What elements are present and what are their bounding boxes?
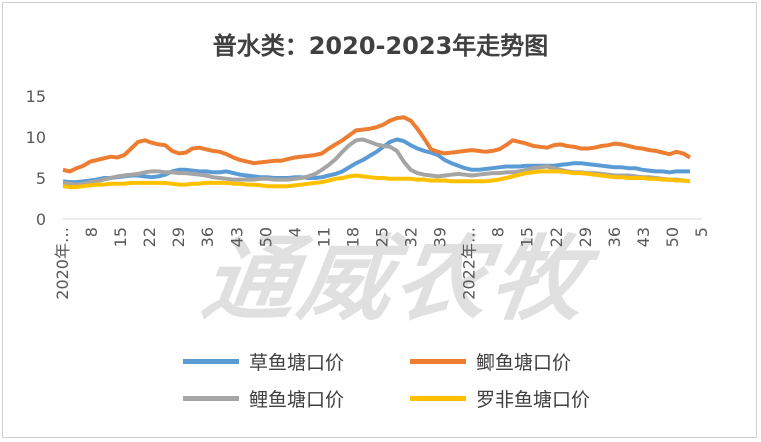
- x-tick-label: 8: [489, 227, 508, 237]
- x-tick-label: 43: [227, 227, 246, 247]
- series-line-罗非鱼塘口价: [62, 169, 691, 189]
- x-tick-label: 50: [256, 227, 275, 247]
- x-tick-label: 18: [343, 227, 362, 247]
- legend-swatch: [410, 396, 466, 401]
- x-tick-label: 11: [314, 227, 333, 247]
- x-tick-label: 15: [518, 227, 537, 247]
- x-tick-label: 4: [285, 227, 304, 237]
- x-tick-label: 2022年…: [460, 227, 479, 300]
- x-tick-label: 32: [402, 227, 421, 247]
- x-tick-label: 43: [634, 227, 653, 247]
- chart-title: 普水类：2020-2023年走势图: [212, 32, 549, 60]
- legend-label: 罗非鱼塘口价: [476, 389, 591, 411]
- y-tick-label: 0: [36, 210, 46, 229]
- legend-label: 鲤鱼塘口价: [249, 389, 345, 411]
- legend-label: 鲫鱼塘口价: [476, 352, 572, 374]
- x-tick-label: 15: [111, 227, 130, 247]
- y-tick-label: 5: [36, 169, 46, 188]
- legend-item-tilapia: 罗非鱼塘口价: [410, 385, 590, 412]
- x-tick-label: 39: [431, 227, 450, 247]
- x-tick-label: 29: [576, 227, 595, 247]
- x-tick-label: 8: [82, 227, 101, 237]
- legend-item-crucian-carp: 鲫鱼塘口价: [410, 348, 571, 375]
- chart-frame: [2, 2, 757, 438]
- legend-item-common-carp: 鲤鱼塘口价: [183, 385, 344, 412]
- x-tick-label: 22: [547, 227, 566, 247]
- x-tick-label: 5: [692, 227, 711, 237]
- legend-label: 草鱼塘口价: [249, 352, 345, 374]
- x-tick-label: 36: [605, 227, 624, 247]
- x-tick-label: 2020年…: [53, 227, 72, 300]
- y-tick-label: 10: [26, 128, 46, 147]
- x-tick-label: 22: [140, 227, 159, 247]
- legend-swatch: [183, 359, 239, 364]
- x-tick-label: 29: [169, 227, 188, 247]
- legend-item-grass-carp: 草鱼塘口价: [183, 348, 344, 375]
- x-tick-label: 36: [198, 227, 217, 247]
- series-line-鲫鱼塘口价: [62, 115, 692, 174]
- x-tick-label: 50: [663, 227, 682, 247]
- y-tick-label: 15: [26, 87, 46, 106]
- legend-swatch: [410, 359, 466, 364]
- legend-swatch: [183, 396, 239, 401]
- x-tick-label: 25: [373, 227, 392, 247]
